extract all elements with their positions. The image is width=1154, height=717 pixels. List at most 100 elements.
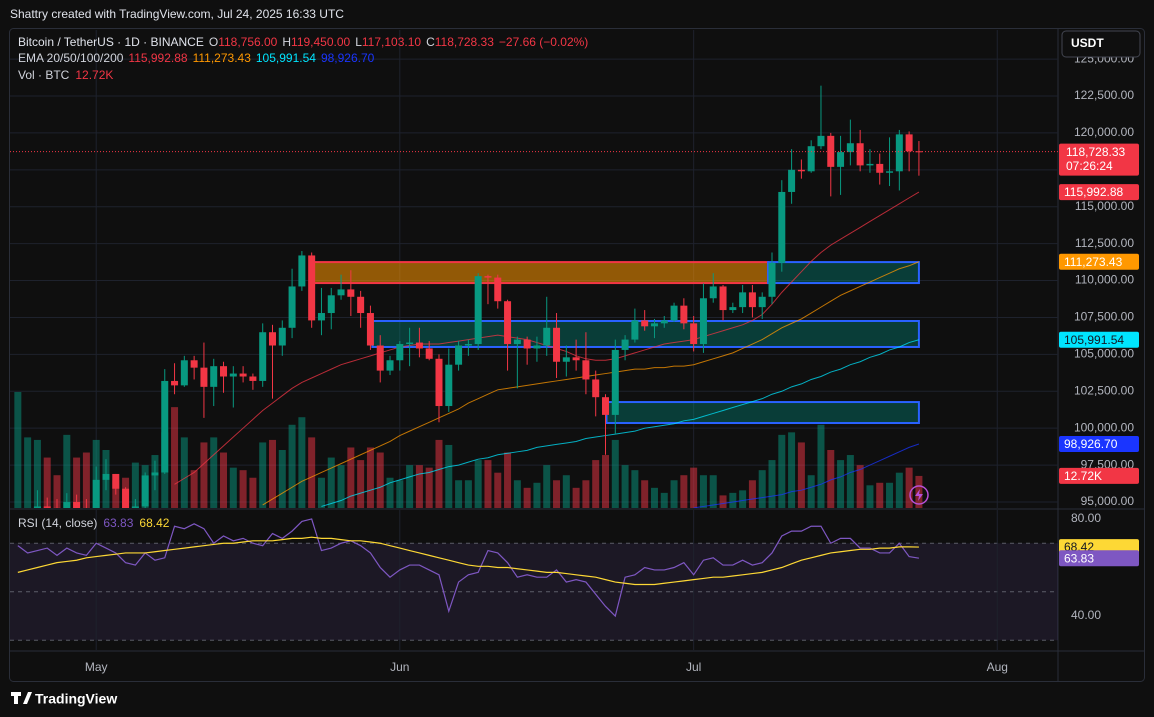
candle-body — [817, 135, 825, 147]
volume-bar — [572, 487, 580, 508]
candle-body — [425, 348, 433, 359]
y-tick-label: 105,000.00 — [1074, 347, 1134, 361]
candle-body — [905, 134, 913, 152]
volume-bar — [386, 477, 394, 508]
volume-bar — [788, 432, 796, 508]
candle-body — [866, 163, 874, 166]
candle-body — [601, 397, 609, 415]
candle-body — [357, 296, 365, 314]
volume-bar — [43, 457, 51, 508]
volume-bar — [53, 475, 61, 508]
axis-tag-label: 98,926.70 — [1064, 437, 1118, 451]
volume-bar — [660, 492, 668, 508]
legend-item: 118,728.33 — [435, 35, 494, 49]
volume-bar — [288, 424, 296, 508]
candle-body — [778, 191, 786, 263]
button-frame[interactable] — [1061, 30, 1141, 58]
candle-body — [220, 366, 228, 377]
volume-bar — [278, 450, 286, 508]
volume-bar — [504, 452, 512, 508]
chart-frame — [9, 28, 1145, 682]
rsi-line — [17, 518, 920, 618]
candle-body — [210, 366, 218, 387]
zone — [605, 401, 920, 425]
logo: TradingView — [11, 691, 117, 707]
volume-bar — [464, 480, 472, 508]
candle-body — [876, 163, 884, 173]
volume-bar — [621, 465, 629, 508]
y-tick-label: 40.00 — [1071, 608, 1101, 622]
candle-body — [523, 339, 531, 349]
candle-body — [553, 327, 561, 362]
axis-tag — [1059, 436, 1139, 453]
legend-item: EMA 20/50/100/200 — [18, 51, 124, 65]
volume-bar — [807, 475, 815, 508]
volume-bar — [817, 424, 825, 508]
y-tick-label: 97,500.00 — [1081, 457, 1135, 471]
candle-body — [229, 373, 237, 377]
volume-bar — [259, 442, 267, 508]
candle-body — [43, 506, 51, 508]
candle-body — [680, 305, 688, 324]
candle-body — [396, 344, 404, 361]
volume-bar — [680, 475, 688, 508]
volume-bar — [748, 480, 756, 508]
volume-bar — [533, 482, 541, 508]
candle-body — [376, 345, 384, 371]
x-tick-label: May — [85, 660, 108, 674]
zone — [767, 261, 920, 285]
alert-bolt[interactable] — [915, 489, 923, 501]
candle-body — [562, 357, 570, 362]
candle-body — [92, 479, 100, 508]
x-tick-label: Jun — [390, 660, 409, 674]
y-tick-label: 110,000.00 — [1075, 273, 1134, 287]
alert-icon[interactable] — [909, 485, 929, 505]
y-tick-label: 102,500.00 — [1074, 383, 1134, 397]
candle-body — [846, 143, 854, 153]
logo-text: TradingView — [35, 691, 117, 707]
candle-body — [112, 473, 120, 489]
volume-bar — [347, 447, 355, 508]
candle-body — [484, 276, 492, 278]
y-tick-label: 115,000.00 — [1075, 199, 1134, 213]
candle-body — [63, 502, 71, 508]
legend-item: −27.66 (−0.02%) — [499, 35, 588, 49]
volume-bar — [553, 480, 561, 508]
volume-bar — [876, 482, 884, 508]
volume-bar — [435, 439, 443, 508]
candle-body — [611, 349, 619, 415]
candle-body — [445, 364, 453, 407]
legend-item: 98,926.70 — [321, 51, 375, 65]
legend-item: O — [209, 35, 218, 49]
y-tick-label: 122,500.00 — [1074, 88, 1134, 102]
volume-bar — [220, 452, 228, 508]
legend-item: 111,273.43 — [193, 51, 252, 65]
volume-bar — [719, 495, 727, 508]
y-tick-label: 100,000.00 — [1074, 420, 1134, 434]
volume-bar — [317, 477, 325, 508]
axes: 95,000.00 97,500.00 100,000.00 102,500.00 10… — [18, 35, 1139, 674]
axis-tag-label: 63.83 — [1064, 551, 1094, 565]
legend-item: 115,992.88 — [128, 51, 187, 65]
candle-body — [641, 320, 649, 327]
axis-tag — [1059, 253, 1139, 270]
volume-bar — [866, 485, 874, 508]
x-tick-label: Jul — [686, 660, 701, 674]
legend: EMA 20/50/100/200 115,992.88 111,273.43 105… — [18, 51, 375, 65]
candle-body — [670, 305, 678, 321]
alert-circle[interactable] — [909, 485, 929, 505]
candle-body — [288, 286, 296, 328]
volume-bar — [337, 465, 345, 508]
candle-body — [699, 298, 707, 345]
ema-line — [693, 443, 920, 508]
currency-label[interactable]: USDT — [1071, 36, 1104, 50]
candle-body — [494, 277, 502, 302]
volume-bar — [631, 470, 639, 508]
axis-tag — [1059, 184, 1139, 201]
candle-body — [582, 360, 590, 380]
volume-bar — [905, 467, 913, 508]
candle-body — [788, 169, 796, 192]
volume-bar — [406, 465, 414, 508]
candle-body — [347, 289, 355, 297]
currency-button[interactable]: USDT — [1061, 30, 1141, 58]
